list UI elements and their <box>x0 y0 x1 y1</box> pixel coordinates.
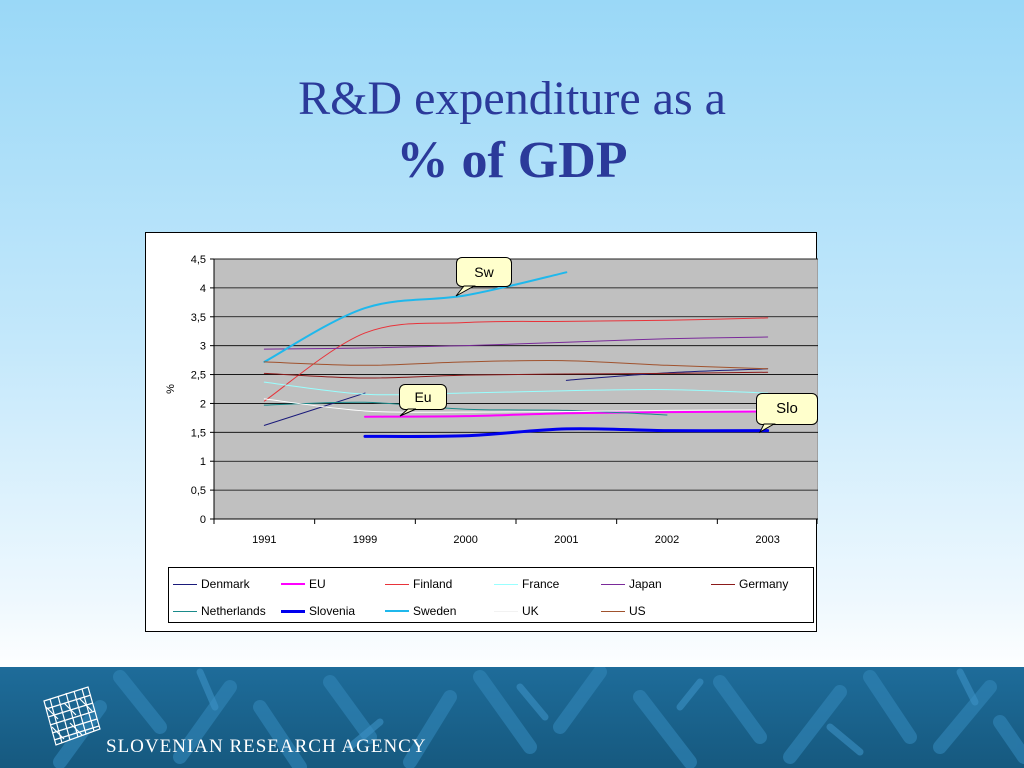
series-line-denmark <box>565 368 769 381</box>
series-line-germany <box>263 371 769 379</box>
legend-item-netherlands: Netherlands <box>173 601 266 621</box>
legend-swatch <box>494 610 518 612</box>
y-tick-label: 4 <box>200 283 206 295</box>
legend-label: Slovenia <box>309 604 356 618</box>
legend-label: Netherlands <box>201 604 266 618</box>
y-tick-label: 1,5 <box>191 427 206 439</box>
series-line-netherlands <box>263 401 668 416</box>
series-line-japan <box>263 336 769 350</box>
legend-label: Japan <box>629 577 662 591</box>
y-tick-label: 1 <box>200 456 206 468</box>
legend-swatch <box>601 610 625 612</box>
legend-swatch <box>173 583 197 585</box>
legend-label: Sweden <box>413 604 457 618</box>
chart-frame: 0 0,5 1 1,5 2 2,5 3 3,5 4 4,5 1991 1999 2000 2001 2002… <box>145 232 818 632</box>
y-tick-label: 2,5 <box>191 370 206 382</box>
y-tick-label: 3,5 <box>191 312 206 324</box>
legend-item-us: US <box>601 601 646 621</box>
series-line-eu <box>364 410 769 418</box>
footer-band <box>0 667 1024 768</box>
line-chart: 0 0,5 1 1,5 2 2,5 3 3,5 4 4,5 1991 1999 2000 2001 2002… <box>165 254 818 546</box>
title-line-2: % of GDP <box>396 131 628 189</box>
legend-item-france: France <box>494 574 559 594</box>
legend-item-germany: Germany <box>711 574 788 594</box>
legend-swatch <box>281 609 305 613</box>
x-tick-label: 2002 <box>655 534 679 546</box>
agency-name: SLOVENIAN RESEARCH AGENCY <box>106 736 427 757</box>
legend-swatch <box>173 610 197 612</box>
title-line-1: R&D expenditure as a <box>298 72 726 125</box>
y-tick-label: 4,5 <box>191 254 206 266</box>
legend-item-slovenia: Slovenia <box>281 601 355 621</box>
legend-swatch <box>494 583 518 585</box>
legend-swatch <box>281 583 305 585</box>
legend-label: US <box>629 604 646 618</box>
footer-pattern <box>53 667 1024 768</box>
y-tick-label: 2 <box>200 398 206 410</box>
plot-area <box>213 258 818 520</box>
chart-legend: Denmark EU Finland France Japan Germany Nether… <box>168 567 814 623</box>
y-tick-label: 3 <box>200 341 206 353</box>
legend-swatch <box>385 610 409 612</box>
legend-swatch <box>601 583 625 585</box>
legend-label: Denmark <box>201 577 250 591</box>
series-line-france <box>263 381 769 396</box>
x-tick-label: 2003 <box>755 534 779 546</box>
legend-label: Germany <box>739 577 789 591</box>
legend-swatch <box>385 583 409 585</box>
series-line-slovenia <box>363 427 770 439</box>
x-tick-label: 1999 <box>353 534 377 546</box>
series-line-uk <box>263 398 769 413</box>
legend-label: France <box>522 577 560 591</box>
y-tick-label: 0,5 <box>191 485 206 497</box>
legend-item-japan: Japan <box>601 574 662 594</box>
legend-item-eu: EU <box>281 574 326 594</box>
x-tick-label: 2001 <box>554 534 578 546</box>
legend-label: Finland <box>413 577 453 591</box>
callout-sweden: Sw <box>456 257 512 287</box>
x-tick-label: 1991 <box>252 534 276 546</box>
y-axis-label: % <box>165 384 177 394</box>
legend-item-denmark: Denmark <box>173 574 250 594</box>
slide-title: R&D expenditure as a % of GDP <box>0 70 1024 192</box>
series-line-denmark <box>263 392 366 426</box>
callout-slovenia: Slo <box>756 393 818 425</box>
agency-logo <box>43 686 101 746</box>
series-line-finland <box>263 317 769 402</box>
series-line-sweden <box>263 271 568 363</box>
legend-label: UK <box>522 604 539 618</box>
legend-item-finland: Finland <box>385 574 452 594</box>
series-line-us <box>263 360 769 370</box>
legend-label: EU <box>309 577 326 591</box>
legend-swatch <box>711 583 735 585</box>
y-tick-label: 0 <box>200 514 206 526</box>
legend-item-sweden: Sweden <box>385 601 456 621</box>
x-tick-label: 2000 <box>453 534 477 546</box>
callout-eu: Eu <box>399 384 447 410</box>
legend-item-uk: UK <box>494 601 539 621</box>
